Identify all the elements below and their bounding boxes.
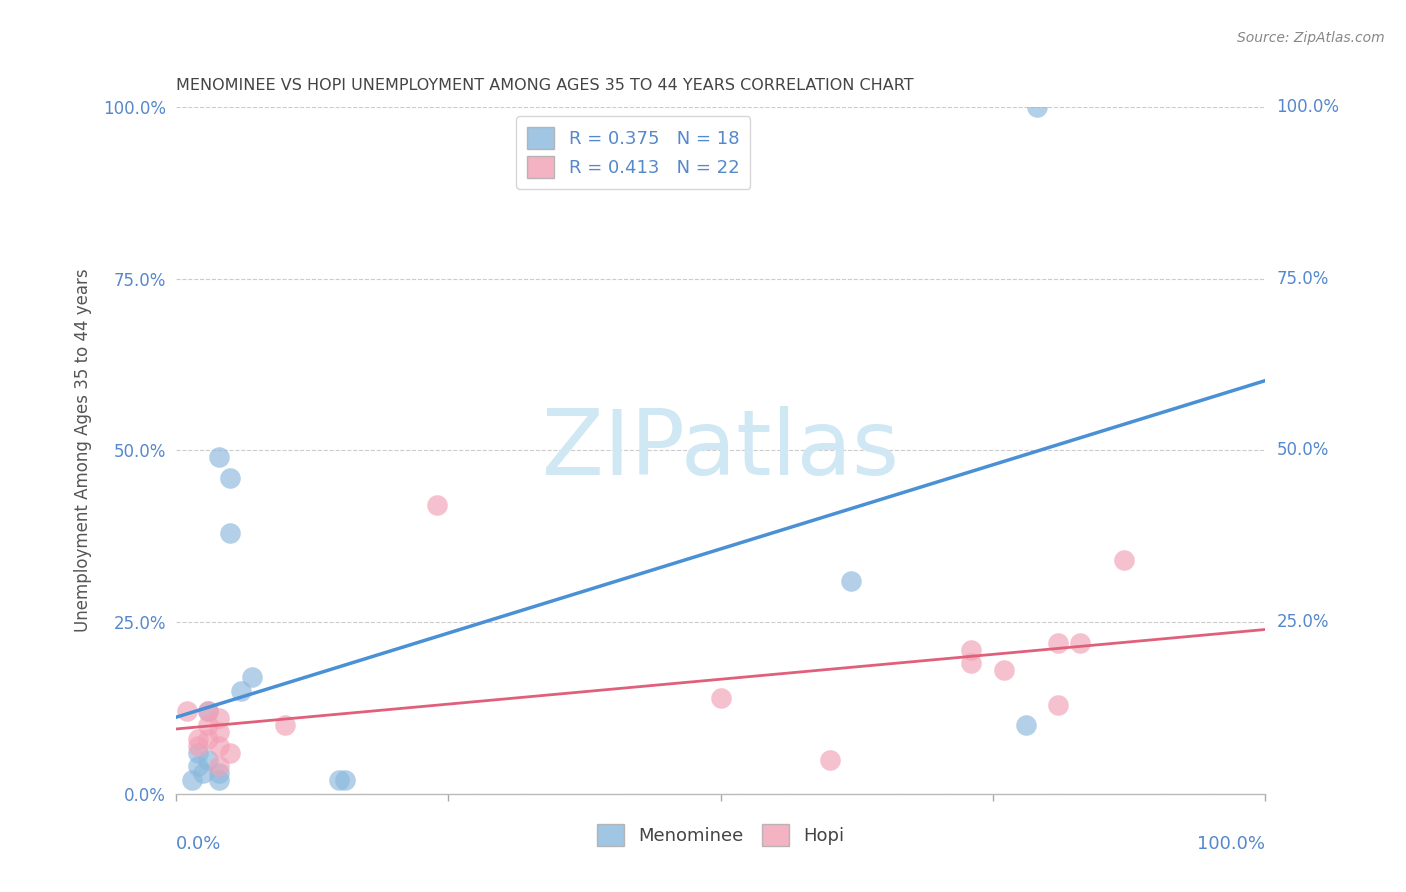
Text: 50.0%: 50.0% bbox=[1277, 442, 1329, 459]
Point bbox=[191, 766, 214, 780]
Point bbox=[240, 670, 263, 684]
Text: 25.0%: 25.0% bbox=[1277, 613, 1329, 632]
Point bbox=[1047, 698, 1070, 712]
Point bbox=[710, 690, 733, 705]
Point bbox=[1015, 718, 1038, 732]
Point bbox=[208, 450, 231, 465]
Point bbox=[197, 718, 219, 732]
Point bbox=[1047, 636, 1070, 650]
Point bbox=[186, 731, 209, 746]
Text: 0.0%: 0.0% bbox=[176, 835, 221, 853]
Text: 100.0%: 100.0% bbox=[1198, 835, 1265, 853]
Point bbox=[176, 705, 198, 719]
Text: Source: ZipAtlas.com: Source: ZipAtlas.com bbox=[1237, 31, 1385, 45]
Point bbox=[219, 525, 242, 540]
Point bbox=[1069, 636, 1091, 650]
Point bbox=[1112, 553, 1135, 567]
Y-axis label: Unemployment Among Ages 35 to 44 years: Unemployment Among Ages 35 to 44 years bbox=[75, 268, 91, 632]
Text: ZIPatlas: ZIPatlas bbox=[543, 407, 898, 494]
Legend: Menominee, Hopi: Menominee, Hopi bbox=[589, 817, 852, 854]
Point bbox=[960, 657, 983, 671]
Text: 75.0%: 75.0% bbox=[1277, 269, 1329, 288]
Point bbox=[993, 663, 1015, 677]
Point bbox=[197, 705, 219, 719]
Point bbox=[181, 773, 204, 788]
Text: 100.0%: 100.0% bbox=[1277, 98, 1340, 116]
Point bbox=[426, 499, 449, 513]
Point bbox=[197, 753, 219, 767]
Point bbox=[1025, 100, 1047, 114]
Point bbox=[208, 773, 231, 788]
Point bbox=[197, 731, 219, 746]
Point bbox=[208, 759, 231, 773]
Point bbox=[274, 718, 297, 732]
Point bbox=[333, 773, 356, 788]
Point bbox=[208, 711, 231, 725]
Point bbox=[328, 773, 350, 788]
Point bbox=[208, 739, 231, 753]
Point bbox=[219, 746, 242, 760]
Point bbox=[208, 725, 231, 739]
Point bbox=[841, 574, 863, 588]
Text: MENOMINEE VS HOPI UNEMPLOYMENT AMONG AGES 35 TO 44 YEARS CORRELATION CHART: MENOMINEE VS HOPI UNEMPLOYMENT AMONG AGE… bbox=[176, 78, 914, 94]
Point bbox=[208, 766, 231, 780]
Point bbox=[231, 683, 253, 698]
Point bbox=[186, 759, 209, 773]
Point bbox=[186, 739, 209, 753]
Point bbox=[197, 705, 219, 719]
Point bbox=[960, 642, 983, 657]
Point bbox=[219, 471, 242, 485]
Point bbox=[186, 746, 209, 760]
Point bbox=[818, 753, 841, 767]
